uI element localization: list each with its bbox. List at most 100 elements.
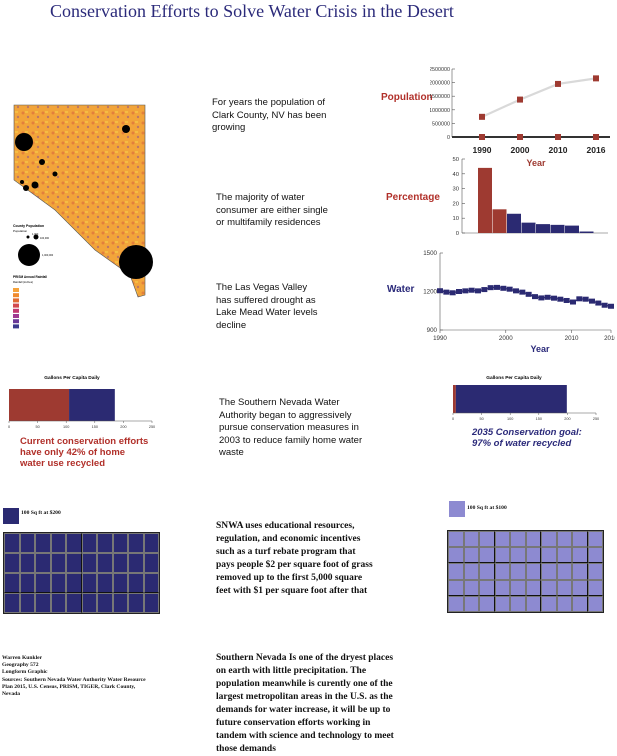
map-legend-size: 1,000 (32, 233, 39, 236)
county-circle (31, 181, 39, 189)
turf-square (587, 579, 603, 596)
turf-square (448, 595, 464, 612)
water-level-point (500, 285, 507, 291)
turf-square (556, 547, 572, 564)
turf-square (143, 533, 159, 553)
turf-square (97, 593, 113, 613)
water-x-tick-label: 2016 (604, 335, 615, 342)
population-point (593, 75, 599, 82)
percentage-y-tick-label: 0 (456, 231, 459, 237)
turf-square (510, 563, 526, 580)
drought-text: The Las Vegas Valley has suffered drough… (216, 282, 318, 331)
population-y-tick-label: 0 (447, 135, 450, 141)
consumers-text: The majority of water consumer are eithe… (216, 192, 328, 228)
water-level-point (601, 302, 608, 308)
water-level-point (456, 289, 462, 294)
map-elev-swatch (13, 308, 19, 313)
turf-square (572, 595, 588, 612)
water-level-point (462, 288, 469, 294)
goal-gallons-tick-label: 150 (536, 417, 542, 421)
goal-gallons-tick-label: 0 (452, 417, 454, 421)
current-gallons-segment (69, 389, 115, 421)
percentage-bar (565, 225, 579, 233)
turf-square (479, 547, 495, 564)
water-level-point (468, 287, 475, 293)
turf-square (81, 533, 97, 553)
population-baseline-point (517, 134, 523, 140)
goal-gallons-tick-label: 100 (507, 417, 513, 421)
water-level-point (475, 288, 481, 294)
water-level-point (494, 284, 500, 290)
turf-grid-left (3, 532, 160, 614)
turf-square (97, 533, 113, 553)
county-circle (20, 180, 24, 184)
turf-square (66, 553, 82, 573)
current-gallons-tick-label: 200 (120, 425, 126, 429)
turf-square (112, 533, 128, 553)
turf-square (50, 593, 66, 613)
turf-square (128, 533, 144, 553)
turf-square (556, 531, 572, 548)
water-level-point (437, 288, 443, 294)
water-level-point (608, 303, 614, 309)
turf-square (541, 595, 557, 612)
county-circle (39, 159, 45, 165)
water-x-tick-label: 2010 (565, 335, 579, 342)
credit-type: Longform Graphic (2, 669, 48, 676)
page-title: Conservation Efforts to Solve Water Cris… (50, 1, 454, 21)
turf-square (541, 579, 557, 596)
turf-square (66, 573, 82, 593)
goal-gallons-segment (455, 385, 567, 413)
turf-square (463, 547, 479, 564)
map-legend-title: County Population (13, 224, 44, 228)
water-y-tick-label: 900 (427, 327, 438, 334)
goal-gallons-segment (453, 385, 456, 413)
current-conservation-caption: Current conservation efforts have only 4… (20, 436, 149, 469)
current-gallons-chart: Gallons Per Capita Daily 0 50 100 150 200 250 (8, 375, 155, 429)
turf-square (572, 563, 588, 580)
percentage-bar (492, 209, 507, 233)
turf-square (19, 553, 35, 573)
water-level-point (595, 300, 602, 306)
turf-square (448, 579, 464, 596)
turf-square (50, 553, 66, 573)
turf-square (494, 579, 510, 596)
water-x-tick-label: 1990 (433, 335, 447, 342)
water-level-point (582, 296, 589, 302)
turf-square (494, 595, 510, 612)
turf-square (510, 595, 526, 612)
percentage-bar (478, 167, 492, 233)
water-level-point (513, 288, 519, 294)
turf-square (494, 563, 510, 580)
turf-square (463, 563, 479, 580)
water-level-point (519, 289, 526, 295)
water-level-point (532, 294, 538, 300)
water-level-line (439, 286, 612, 307)
turf-square (572, 547, 588, 564)
turf-square (587, 547, 603, 564)
credit-course: Geography 572 (2, 662, 39, 669)
turf-square (510, 531, 526, 548)
percentage-bar (521, 222, 536, 233)
turf-square (112, 573, 128, 593)
map-elev-swatch (13, 314, 19, 318)
turf-square (541, 563, 557, 580)
turf-square (19, 593, 35, 613)
current-gallons-tick-label: 50 (35, 425, 39, 429)
left-legend-square (3, 508, 19, 524)
population-y-tick-label: 2500000 (430, 67, 450, 73)
turf-square (19, 533, 35, 553)
map-elev-swatch (13, 298, 19, 303)
turf-square (494, 547, 510, 564)
turf-square (35, 573, 51, 593)
turf-square (128, 573, 144, 593)
credits: Warren Kunkler Geography 572 Longform Gr… (2, 655, 152, 698)
population-x-tick-label: 2000 (511, 145, 530, 155)
turf-square (525, 531, 541, 548)
water-level-point (589, 298, 595, 304)
turf-square (572, 579, 588, 596)
turf-square (143, 593, 159, 613)
county-circle (23, 185, 29, 191)
map-elev-title: PRISM Annual Rainfall (13, 275, 47, 279)
population-baseline-point (593, 134, 599, 140)
